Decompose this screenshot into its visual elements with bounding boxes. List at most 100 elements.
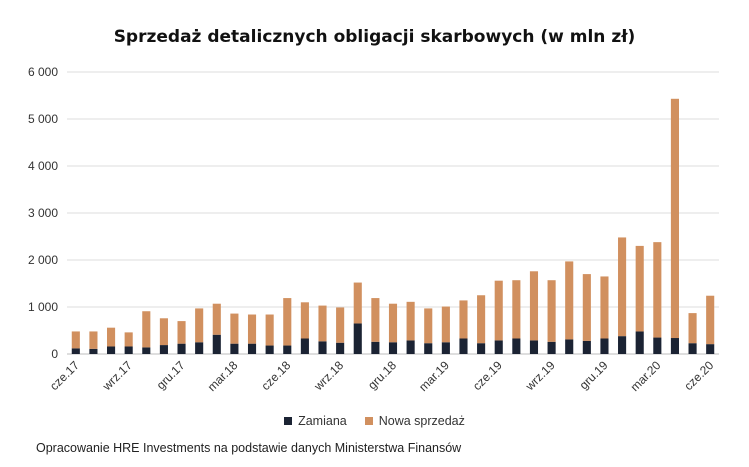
x-tick-label: cze.17 [47, 358, 82, 393]
bar-zamiana [371, 341, 380, 354]
bar-nowa-sprzedaz [653, 242, 662, 338]
bar-nowa-sprzedaz [124, 332, 133, 347]
x-tick-label: wrz.18 [311, 358, 347, 394]
bar-zamiana [600, 338, 609, 354]
bar-nowa-sprzedaz [529, 271, 539, 341]
bar-zamiana [618, 336, 627, 354]
bar-nowa-sprzedaz [265, 314, 274, 346]
legend-label-nowa-sprzedaz: Nowa sprzedaż [378, 414, 465, 428]
y-tick-label: 3 000 [28, 206, 58, 220]
y-tick-label: 1 000 [28, 300, 58, 314]
bar-zamiana [124, 346, 133, 354]
legend-swatch-zamiana [284, 417, 293, 425]
bar-zamiana [318, 341, 327, 354]
x-tick-label: cze.19 [470, 358, 505, 393]
bar-zamiana [247, 343, 257, 354]
x-tick-label: cze.20 [681, 358, 716, 393]
bar-zamiana [142, 347, 151, 354]
bar-nowa-sprzedaz [283, 298, 292, 346]
x-tick-label: mar.18 [205, 358, 241, 394]
bar-zamiana [300, 338, 309, 354]
x-tick-label: gru.17 [154, 358, 188, 392]
y-tick-label: 0 [51, 347, 58, 361]
bar-zamiana [653, 337, 662, 354]
x-tick-label: mar.19 [416, 358, 452, 394]
bar-zamiana [406, 340, 415, 354]
bar-zamiana [441, 342, 450, 354]
bar-nowa-sprzedaz [635, 245, 644, 332]
bar-zamiana [670, 338, 679, 354]
bar-zamiana [265, 345, 274, 354]
bar-zamiana [107, 346, 116, 354]
bar-nowa-sprzedaz [670, 98, 679, 339]
bar-nowa-sprzedaz [582, 274, 591, 341]
bar-zamiana [494, 340, 503, 354]
x-tick-label: wrz.17 [99, 358, 135, 394]
bar-nowa-sprzedaz [159, 318, 168, 346]
bar-zamiana [706, 344, 715, 354]
bar-zamiana [230, 343, 239, 354]
bar-nowa-sprzedaz [565, 261, 574, 340]
bar-zamiana [159, 345, 168, 354]
bar-zamiana [89, 348, 98, 354]
bar-nowa-sprzedaz [212, 303, 221, 335]
legend-item-nowa-sprzedaz: Nowa sprzedaż [364, 414, 465, 428]
bar-zamiana [424, 343, 433, 354]
bar-zamiana [529, 340, 539, 354]
bar-nowa-sprzedaz [406, 301, 415, 341]
bar-zamiana [195, 342, 204, 354]
bar-nowa-sprzedaz [195, 308, 204, 343]
legend-swatch-nowa-sprzedaz [364, 417, 373, 425]
bar-nowa-sprzedaz [71, 331, 80, 349]
source-footnote: Opracowanie HRE Investments na podstawie… [36, 441, 462, 455]
bar-nowa-sprzedaz [230, 313, 239, 344]
bar-nowa-sprzedaz [512, 280, 521, 339]
bar-nowa-sprzedaz [353, 282, 362, 324]
bar-zamiana [565, 339, 574, 354]
y-tick-label: 5 000 [28, 112, 58, 126]
bar-nowa-sprzedaz [247, 314, 257, 344]
bar-chart: 0 1 000 2 000 3 000 4 000 5 000 6 000 cze.17 wrz… [28, 65, 719, 394]
bar-zamiana [353, 323, 362, 354]
bar-zamiana [212, 334, 221, 354]
bar-zamiana [283, 345, 292, 354]
bar-zamiana [336, 342, 345, 354]
legend: Zamiana Nowa sprzedaż [0, 414, 749, 428]
bar-nowa-sprzedaz [177, 321, 186, 344]
bar-nowa-sprzedaz [441, 306, 450, 343]
bar-zamiana [71, 348, 80, 354]
bar-nowa-sprzedaz [89, 331, 98, 349]
bar-nowa-sprzedaz [424, 308, 433, 344]
bar-nowa-sprzedaz [494, 280, 503, 341]
x-tick-label: mar.20 [628, 358, 664, 394]
bar-nowa-sprzedaz [336, 307, 345, 343]
bar-nowa-sprzedaz [388, 303, 398, 343]
bar-nowa-sprzedaz [142, 311, 151, 348]
bar-nowa-sprzedaz [706, 295, 715, 345]
bar-nowa-sprzedaz [107, 327, 116, 347]
bar-nowa-sprzedaz [300, 302, 309, 339]
x-tick-label: wrz.19 [522, 358, 558, 394]
bar-nowa-sprzedaz [600, 276, 609, 339]
bar-zamiana [177, 343, 186, 354]
bar-zamiana [547, 341, 556, 354]
bar-nowa-sprzedaz [688, 313, 697, 344]
bar-nowa-sprzedaz [318, 305, 327, 342]
x-tick-label: gru.19 [577, 358, 611, 392]
legend-label-zamiana: Zamiana [298, 414, 347, 428]
chart-title: Sprzedaż detalicznych obligacji skarbowy… [113, 27, 636, 47]
legend-item-zamiana: Zamiana [284, 414, 347, 428]
y-tick-label: 4 000 [28, 159, 58, 173]
bar-zamiana [635, 331, 644, 354]
bar-zamiana [512, 338, 521, 354]
bar-zamiana [582, 340, 591, 354]
bar-nowa-sprzedaz [618, 237, 627, 337]
bar-zamiana [388, 342, 398, 354]
y-tick-label: 2 000 [28, 253, 58, 267]
bar-zamiana [477, 343, 486, 354]
bar-nowa-sprzedaz [477, 295, 486, 344]
bar-nowa-sprzedaz [547, 280, 556, 342]
bar-zamiana [459, 338, 468, 354]
y-tick-label: 6 000 [28, 65, 58, 79]
bar-nowa-sprzedaz [371, 298, 380, 342]
